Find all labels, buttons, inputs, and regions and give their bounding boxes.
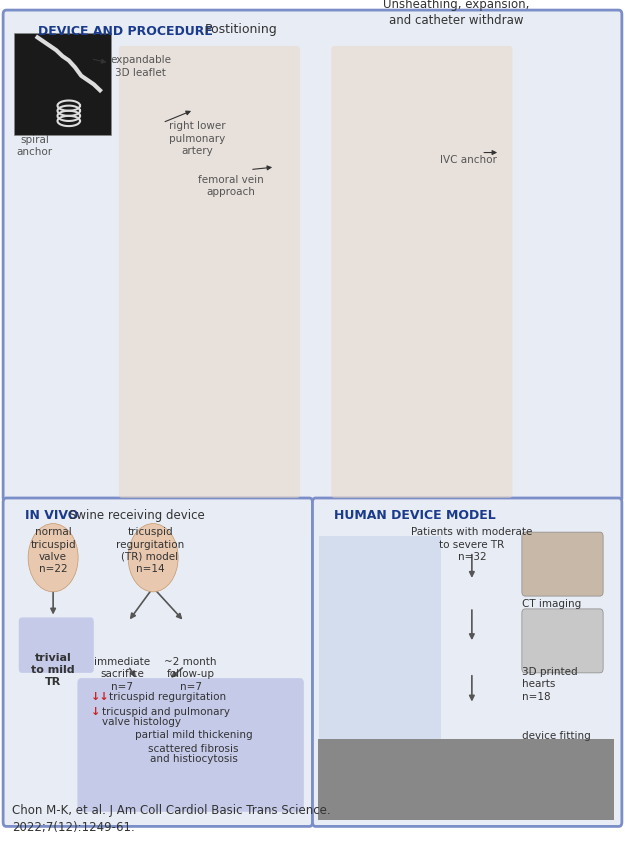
Text: ↓: ↓ <box>91 706 100 717</box>
Text: Chon M-K, et al. J Am Coll Cardiol Basic Trans Science.
2022;7(12):1249-61.: Chon M-K, et al. J Am Coll Cardiol Basic… <box>12 803 331 833</box>
Text: Swine receiving device: Swine receiving device <box>69 509 204 521</box>
Text: device fitting: device fitting <box>522 730 591 740</box>
Text: spiral
anchor: spiral anchor <box>16 135 53 157</box>
FancyBboxPatch shape <box>14 34 111 136</box>
FancyBboxPatch shape <box>78 679 303 811</box>
Text: scattered fibrosis: scattered fibrosis <box>149 743 239 753</box>
Text: expandable
3D leaflet: expandable 3D leaflet <box>110 55 171 78</box>
Text: IN VIVO: IN VIVO <box>25 509 78 521</box>
FancyBboxPatch shape <box>522 609 603 673</box>
Text: tricuspid
regurgitation
(TR) model
n=14: tricuspid regurgitation (TR) model n=14 <box>116 527 184 573</box>
FancyBboxPatch shape <box>19 618 94 673</box>
Text: DEVICE AND PROCEDURE: DEVICE AND PROCEDURE <box>38 26 213 38</box>
FancyBboxPatch shape <box>3 498 312 826</box>
Text: and histiocytosis: and histiocytosis <box>150 753 238 763</box>
Text: ~2 month
follow-up
n=7: ~2 month follow-up n=7 <box>164 656 217 691</box>
FancyBboxPatch shape <box>312 498 622 826</box>
Text: femoral vein
approach: femoral vein approach <box>198 175 264 197</box>
Text: Patients with moderate
to severe TR
n=32: Patients with moderate to severe TR n=32 <box>411 527 532 561</box>
Text: HUMAN DEVICE MODEL: HUMAN DEVICE MODEL <box>334 509 496 521</box>
FancyBboxPatch shape <box>3 11 622 503</box>
FancyBboxPatch shape <box>318 740 614 820</box>
FancyBboxPatch shape <box>319 537 441 797</box>
Text: trivial
to mild
TR: trivial to mild TR <box>31 652 75 687</box>
Circle shape <box>28 524 78 592</box>
Text: 3D printed
hearts
n=18: 3D printed hearts n=18 <box>522 666 578 701</box>
Text: CT imaging: CT imaging <box>522 598 581 608</box>
Text: Unsheathing, expansion,
and catheter withdraw: Unsheathing, expansion, and catheter wit… <box>383 0 529 27</box>
Circle shape <box>128 524 178 592</box>
Text: immediate
sacrifice
n=7: immediate sacrifice n=7 <box>94 656 150 691</box>
Text: normal
tricuspid
valve
n=22: normal tricuspid valve n=22 <box>31 527 76 573</box>
FancyBboxPatch shape <box>119 47 300 498</box>
Text: tricuspid regurgitation: tricuspid regurgitation <box>109 691 226 701</box>
Text: tricuspid and pulmonary: tricuspid and pulmonary <box>102 706 230 717</box>
Text: IVC anchor: IVC anchor <box>440 155 498 165</box>
Text: Postitioning: Postitioning <box>204 23 277 36</box>
FancyBboxPatch shape <box>331 47 512 498</box>
Text: valve histology: valve histology <box>102 717 181 727</box>
FancyBboxPatch shape <box>522 532 603 596</box>
Text: partial mild thickening: partial mild thickening <box>135 729 252 740</box>
Text: right lower
pulmonary
artery: right lower pulmonary artery <box>169 121 225 156</box>
Text: ↓↓: ↓↓ <box>91 691 109 701</box>
